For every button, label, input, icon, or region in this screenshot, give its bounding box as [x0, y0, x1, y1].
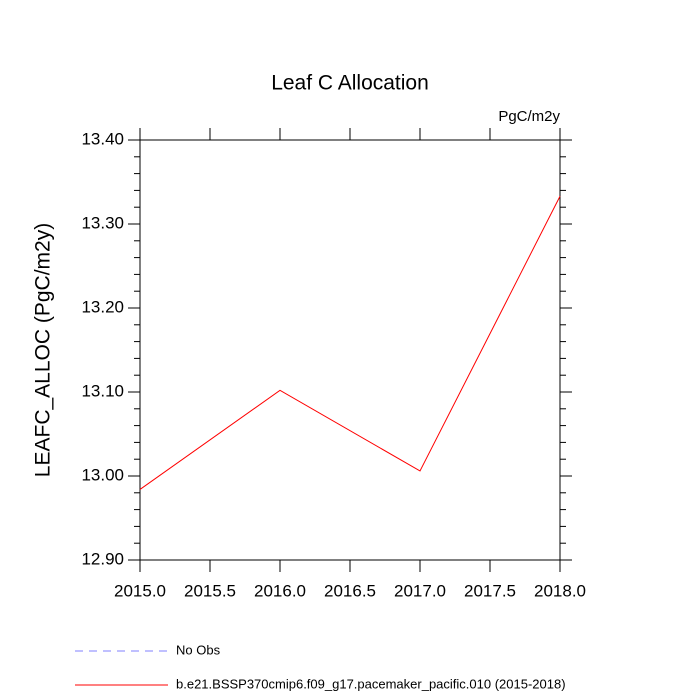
y-tick-label: 12.90	[81, 549, 124, 568]
x-tick-label: 2016.5	[324, 581, 376, 600]
x-tick-label: 2015.0	[114, 581, 166, 600]
plot-frame	[139, 139, 561, 561]
y-axis-label: LEAFC_ALLOC (PgC/m2y)	[32, 223, 55, 477]
y-tick-label: 13.40	[81, 129, 124, 148]
x-tick-label: 2017.5	[464, 581, 516, 600]
x-tick-label: 2017.0	[394, 581, 446, 600]
y-tick-label: 13.20	[81, 297, 124, 316]
y-tick-label: 13.10	[81, 381, 124, 400]
data-line	[139, 196, 561, 490]
y-tick-label: 13.30	[81, 213, 124, 232]
legend-label: b.e21.BSSP370cmip6.f09_g17.pacemaker_pac…	[176, 676, 566, 691]
chart-title: Leaf C Allocation	[271, 72, 429, 95]
x-tick-label: 2015.5	[184, 581, 236, 600]
legend-label: No Obs	[176, 642, 221, 657]
y-tick-label: 13.00	[81, 465, 124, 484]
x-tick-label: 2018.0	[534, 581, 586, 600]
x-tick-label: 2016.0	[254, 581, 306, 600]
units-label: PgC/m2y	[498, 108, 560, 125]
